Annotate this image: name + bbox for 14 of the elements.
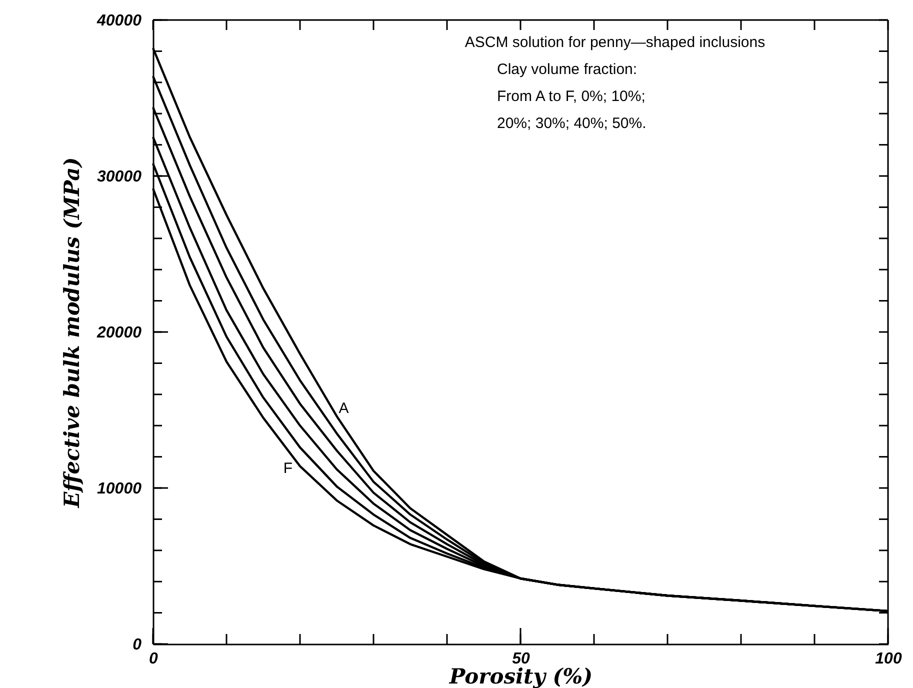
x-tick-label: 0 [149, 650, 158, 668]
annotation: Clay volume fraction: [497, 61, 638, 78]
annotation: A [338, 400, 349, 418]
y-tick-label: 0 [132, 636, 142, 654]
y-tick-label: 20000 [96, 324, 142, 342]
annotation: F [283, 460, 293, 478]
annotation: 20%; 30%; 40%; 50%. [497, 115, 646, 132]
y-axis-title: Effective bulk modulus (MPa) [59, 157, 84, 509]
annotation: ASCM solution for penny—shaped inclusions [464, 34, 766, 51]
y-tick-label: 10000 [97, 480, 142, 498]
y-tick-label: 30000 [97, 168, 142, 186]
annotation: From A to F, 0%; 10%; [497, 88, 646, 105]
y-tick-label: 40000 [96, 12, 142, 30]
x-tick-label: 100 [875, 650, 902, 668]
